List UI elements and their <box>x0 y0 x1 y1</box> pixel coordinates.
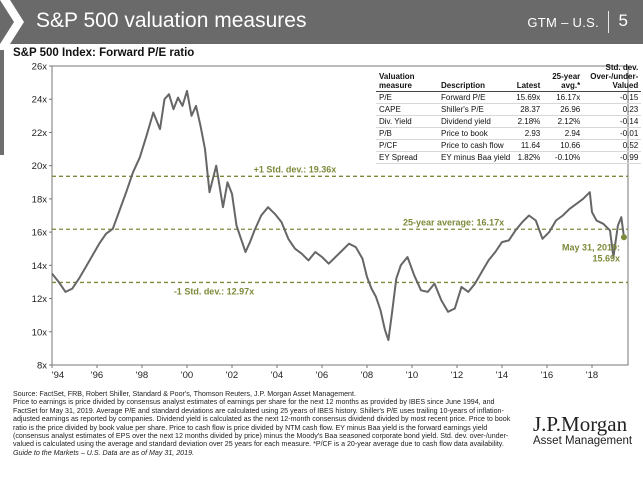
x-tick-label: '16 <box>541 370 553 381</box>
y-tick-label: 20x <box>32 161 48 172</box>
annotation-value: 15.69x <box>592 253 620 263</box>
cell-measure: Div. Yield <box>376 115 438 128</box>
table-row: CAPE Shiller's P/E 28.37 26.96 0.23 <box>376 103 642 116</box>
cell-stddev: -0.01 <box>583 127 642 140</box>
table-header-stddev: Std. dev. Over-/under- Valued <box>583 62 642 92</box>
x-tick-label: '02 <box>226 370 238 381</box>
cell-latest: 11.64 <box>513 139 544 152</box>
cell-average: 10.66 <box>543 139 584 152</box>
logo-subtitle: Asset Management <box>533 435 633 447</box>
y-tick-label: 22x <box>32 128 48 139</box>
table-row: P/B Price to book 2.93 2.94 -0.01 <box>376 127 642 140</box>
cell-average: 2.12% <box>543 115 584 128</box>
valuation-table: Valuation measure Description Latest 25-… <box>376 62 642 164</box>
reference-label: +1 Std. dev.: 19.36x <box>254 164 337 174</box>
header-divider <box>608 11 609 33</box>
x-tick-label: '98 <box>136 370 148 381</box>
cell-stddev: 0.52 <box>583 139 642 152</box>
cell-average: -0.10% <box>543 151 584 164</box>
pe-series-line <box>51 89 625 342</box>
y-tick-label: 10x <box>32 327 48 338</box>
table-row: P/E Forward P/E 15.69x 16.17x -0.15 <box>376 91 642 104</box>
x-tick-label: '06 <box>316 370 328 381</box>
cell-measure: CAPE <box>376 103 438 116</box>
section-label: GTM – U.S. <box>527 15 599 30</box>
y-tick-label: 26x <box>32 62 48 73</box>
header-bar: S&P 500 valuation measures GTM – U.S. 5 <box>0 0 643 44</box>
table-row: Div. Yield Dividend yield 2.18% 2.12% -0.14 <box>376 115 642 128</box>
cell-latest: 2.18% <box>513 115 544 128</box>
table-header-row: Valuation measure Description Latest 25-… <box>376 62 642 92</box>
cell-average: 16.17x <box>543 91 584 104</box>
y-tick-label: 8x <box>37 361 47 372</box>
cell-measure: P/CF <box>376 139 438 152</box>
table-header-measure: Valuation measure <box>376 62 438 92</box>
x-tick-label: '96 <box>91 370 103 381</box>
cell-description: EY minus Baa yield <box>438 151 514 164</box>
chart-title: S&P 500 Index: Forward P/E ratio <box>13 47 195 59</box>
x-tick-label: '12 <box>451 370 463 381</box>
x-tick-label: '94 <box>52 370 64 381</box>
cell-measure: EY Spread <box>376 151 438 164</box>
x-tick-label: '18 <box>586 370 598 381</box>
footnotes: Source: FactSet, FRB, Robert Shiller, St… <box>13 390 513 457</box>
y-tick-label: 16x <box>32 228 48 239</box>
table-row: P/CF Price to cash flow 11.64 10.66 0.52 <box>376 139 642 152</box>
cell-stddev: 0.23 <box>583 103 642 116</box>
cell-average: 2.94 <box>543 127 584 140</box>
reference-label: 25-year average: 16.17x <box>403 217 504 227</box>
latest-point-marker <box>620 234 627 241</box>
y-tick-label: 18x <box>32 194 48 205</box>
cell-latest: 2.93 <box>513 127 544 140</box>
y-tick-label: 24x <box>32 95 48 106</box>
cell-description: Price to cash flow <box>438 139 514 152</box>
cell-latest: 15.69x <box>513 91 544 104</box>
jpmorgan-logo: J.P.Morgan Asset Management <box>533 413 633 447</box>
pe-chart: 8x 10x 12x 14x 16x 18x 20x 22x 24x 26x '94 '96 '98 '0… <box>32 62 629 381</box>
cell-latest: 1.82% <box>513 151 544 164</box>
logo-wordmark: J.P.Morgan <box>533 412 628 436</box>
table-header-latest: Latest <box>513 62 544 92</box>
cell-stddev: -0.99 <box>583 151 642 164</box>
annotation-label: May 31, 2019: <box>562 242 620 252</box>
source-line: Source: FactSet, FRB, Robert Shiller, St… <box>13 390 356 398</box>
cell-average: 26.96 <box>543 103 584 116</box>
cell-description: Price to book <box>438 127 514 140</box>
y-tick-label: 12x <box>32 294 48 305</box>
page-title: S&P 500 valuation measures <box>36 9 307 32</box>
cell-description: Shiller's P/E <box>438 103 514 116</box>
cell-latest: 28.37 <box>513 103 544 116</box>
x-tick-label: '00 <box>181 370 193 381</box>
x-tick-label: '10 <box>406 370 418 381</box>
table-row: EY Spread EY minus Baa yield 1.82% -0.10% -0… <box>376 151 642 164</box>
table-header-description: Description <box>438 62 514 92</box>
reference-label: -1 Std. dev.: 12.97x <box>174 286 254 296</box>
left-accent-bar <box>0 50 4 155</box>
cell-stddev: -0.15 <box>583 91 642 104</box>
x-tick-label: '04 <box>271 370 283 381</box>
plot-frame <box>51 65 629 366</box>
notes-text: Price to earnings is price divided by co… <box>13 398 511 449</box>
cell-description: Dividend yield <box>438 115 514 128</box>
x-tick-label: '08 <box>361 370 373 381</box>
y-tick-label: 14x <box>32 261 48 272</box>
cell-stddev: -0.14 <box>583 115 642 128</box>
page-number: 5 <box>618 11 628 30</box>
guide-line: Guide to the Markets – U.S. Data are as … <box>13 448 194 457</box>
cell-description: Forward P/E <box>438 91 514 104</box>
x-tick-label: '14 <box>496 370 508 381</box>
cell-measure: P/E <box>376 91 438 104</box>
cell-measure: P/B <box>376 127 438 140</box>
table-header-average: 25-year avg.* <box>543 62 584 92</box>
chevron-right-icon <box>0 0 24 44</box>
